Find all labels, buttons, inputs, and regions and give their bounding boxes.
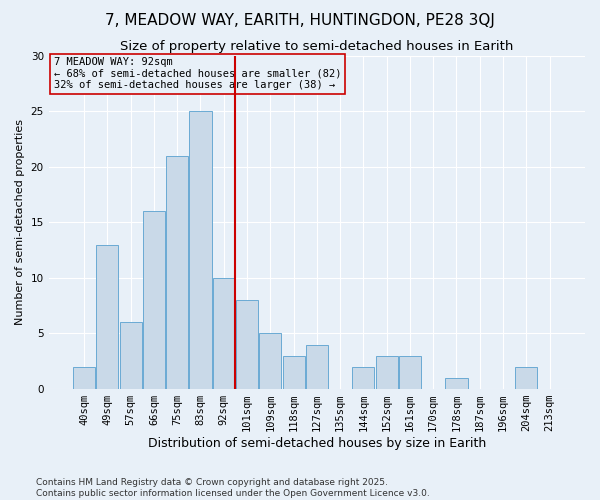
Bar xyxy=(212,278,235,389)
Bar xyxy=(190,111,212,389)
Bar xyxy=(399,356,421,389)
Bar xyxy=(352,367,374,389)
Bar xyxy=(283,356,305,389)
Bar xyxy=(73,367,95,389)
Bar xyxy=(376,356,398,389)
Bar xyxy=(166,156,188,389)
Bar xyxy=(143,211,165,389)
Title: Size of property relative to semi-detached houses in Earith: Size of property relative to semi-detach… xyxy=(120,40,514,53)
Text: 7 MEADOW WAY: 92sqm
← 68% of semi-detached houses are smaller (82)
32% of semi-d: 7 MEADOW WAY: 92sqm ← 68% of semi-detach… xyxy=(54,57,341,90)
Text: Contains HM Land Registry data © Crown copyright and database right 2025.
Contai: Contains HM Land Registry data © Crown c… xyxy=(36,478,430,498)
Bar xyxy=(445,378,467,389)
Text: 7, MEADOW WAY, EARITH, HUNTINGDON, PE28 3QJ: 7, MEADOW WAY, EARITH, HUNTINGDON, PE28 … xyxy=(105,12,495,28)
Bar xyxy=(259,334,281,389)
Bar xyxy=(236,300,258,389)
Bar xyxy=(515,367,538,389)
Y-axis label: Number of semi-detached properties: Number of semi-detached properties xyxy=(15,120,25,326)
Bar xyxy=(119,322,142,389)
Bar xyxy=(97,244,118,389)
X-axis label: Distribution of semi-detached houses by size in Earith: Distribution of semi-detached houses by … xyxy=(148,437,486,450)
Bar xyxy=(306,344,328,389)
